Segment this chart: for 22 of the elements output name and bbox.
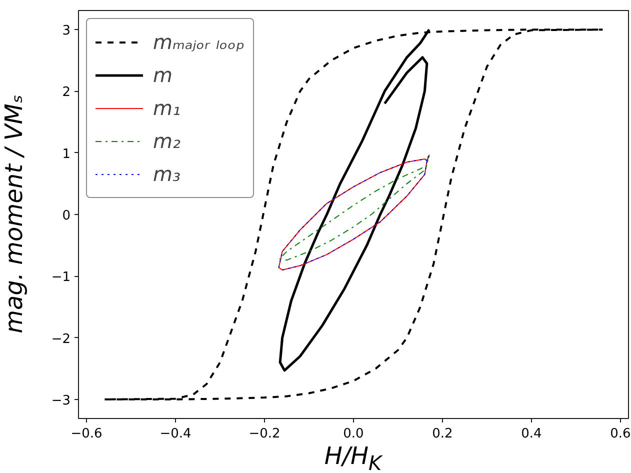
x-tick-label: 0.0 xyxy=(343,426,364,442)
x-tick-label: 0.4 xyxy=(521,426,542,442)
legend-label: m₃ xyxy=(153,161,180,188)
y-tick-label: 2 xyxy=(62,85,71,100)
x-tick-label: −0.2 xyxy=(248,426,280,442)
y-tick-label: −3 xyxy=(51,393,71,408)
x-tick-label: 0.6 xyxy=(610,426,631,442)
y-tick-label: −2 xyxy=(51,332,71,347)
legend-label: m xyxy=(153,62,173,89)
legend-label: m₂ xyxy=(153,128,180,155)
y-tick-label: 1 xyxy=(62,146,71,162)
y-axis-title: mag. moment / VMₛ xyxy=(0,94,29,334)
y-tick-label: −1 xyxy=(51,270,71,286)
y-tick-label: 3 xyxy=(62,24,71,39)
legend-label: m₁ xyxy=(153,95,180,122)
y-tick-label: 0 xyxy=(62,208,71,224)
x-tick-label: −0.4 xyxy=(160,426,192,442)
line-series xyxy=(103,28,604,400)
legend-label: mₘₐⱼₒᵣ ₗₒₒₚ xyxy=(153,29,245,56)
x-tick-label: 0.2 xyxy=(432,426,453,442)
x-axis-title: H/H$_{K}$ xyxy=(324,442,382,473)
x-tick-label: −0.6 xyxy=(70,426,102,442)
